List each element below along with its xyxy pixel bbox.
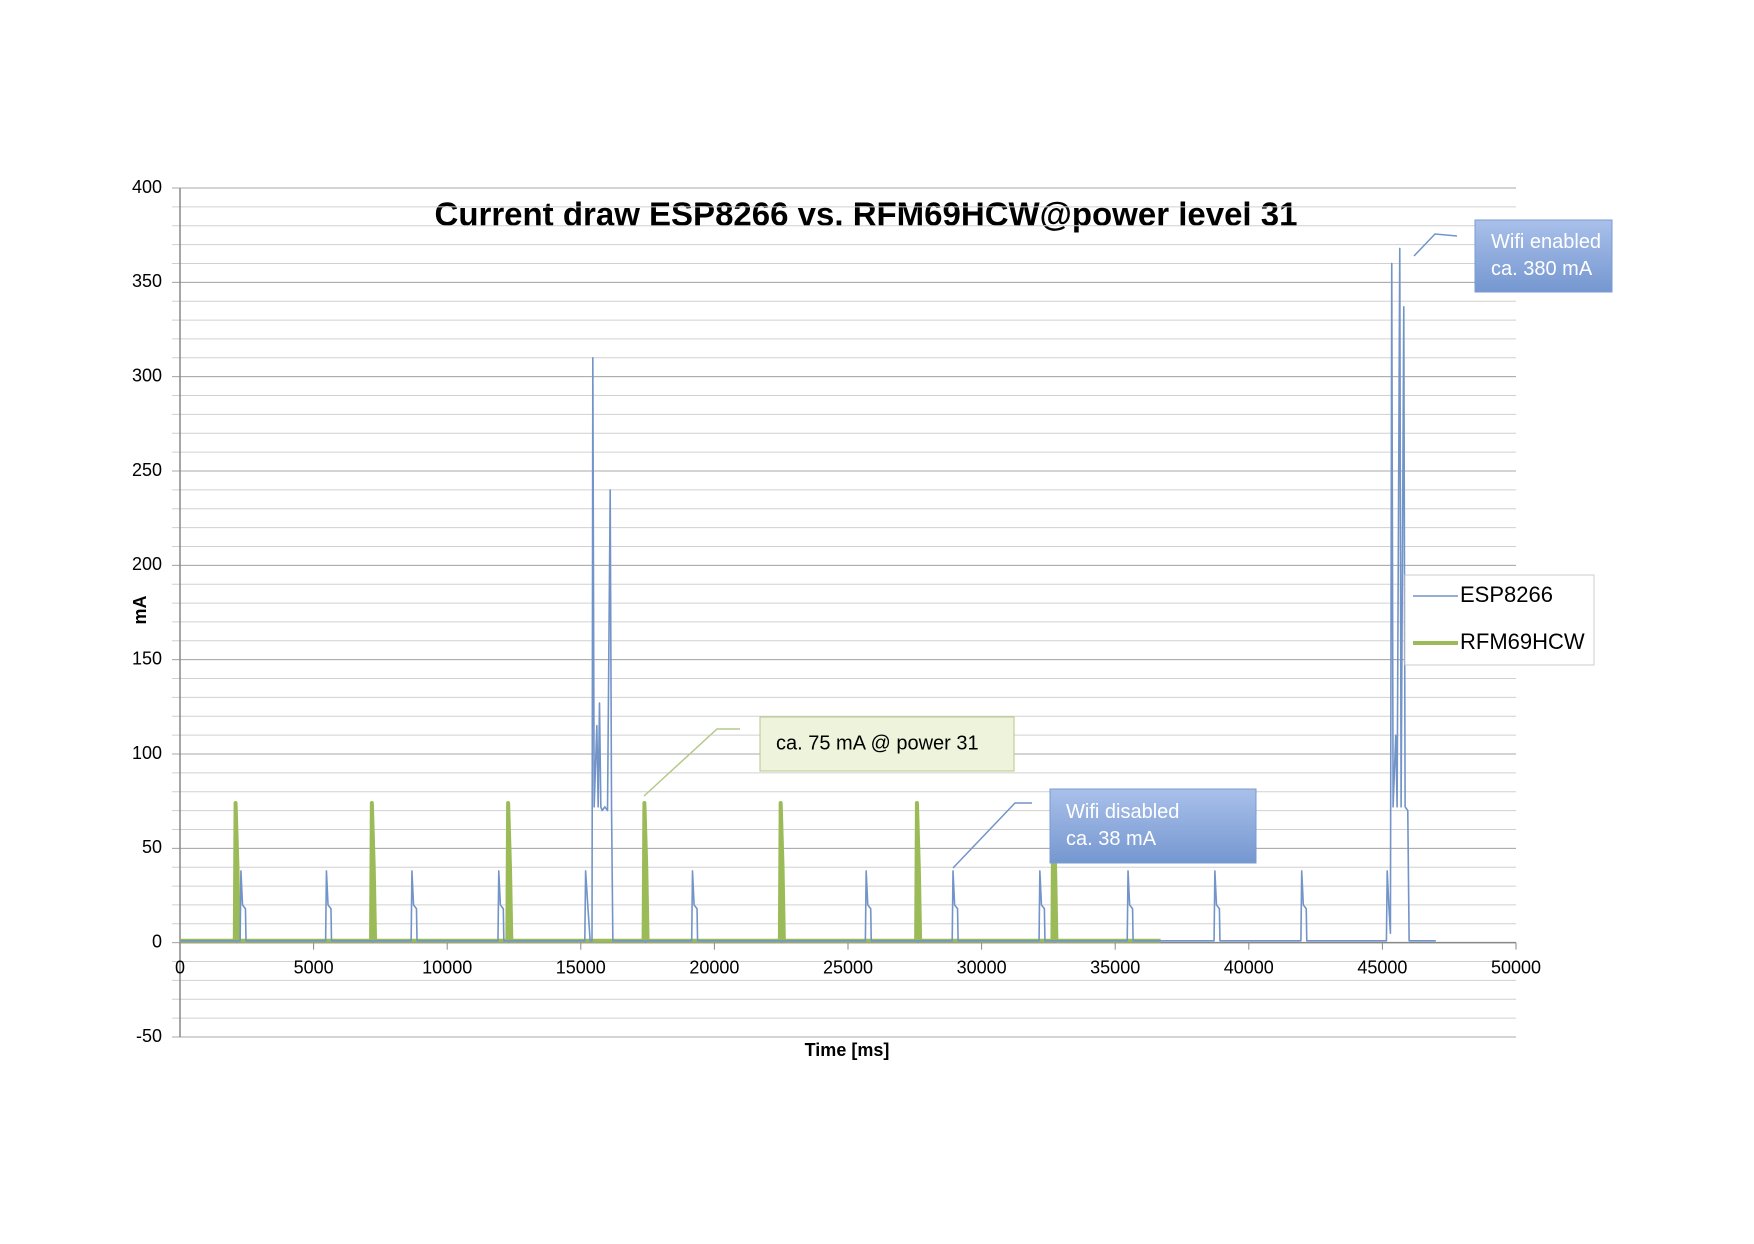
legend-label: RFM69HCW (1460, 629, 1585, 654)
x-tick-label: 10000 (422, 957, 472, 977)
annotation-leader (952, 802, 1032, 869)
annotation-box (759, 716, 1015, 772)
annotation-leader (643, 728, 740, 797)
y-tick-label: -50 (136, 1026, 162, 1046)
x-tick-label: 40000 (1224, 957, 1274, 977)
series-line (180, 247, 1436, 942)
x-tick-label: 45000 (1357, 957, 1407, 977)
annotation-text: ca. 38 mA (1066, 828, 1157, 850)
y-tick-label: 100 (132, 743, 162, 763)
annotation-text: ca. 380 mA (1491, 258, 1593, 280)
x-tick-label: 20000 (689, 957, 739, 977)
x-tick-label: 15000 (556, 957, 606, 977)
annotation-text: ca. 75 mA @ power 31 (776, 732, 979, 754)
legend-label: ESP8266 (1460, 582, 1553, 607)
y-tick-label: 0 (152, 931, 162, 951)
y-tick-label: 150 (132, 648, 162, 668)
annotation-leader (1413, 233, 1458, 257)
y-tick-label: 250 (132, 460, 162, 480)
legend: ESP8266 RFM69HCW (1404, 574, 1595, 666)
annotation-text: Wifi enabled (1491, 231, 1601, 253)
x-tick-label: 0 (175, 957, 185, 977)
annotation-box (1049, 788, 1257, 864)
x-tick-label: 50000 (1491, 957, 1541, 977)
y-tick-label: 350 (132, 271, 162, 291)
legend-box (1404, 574, 1595, 666)
annotation-text: Wifi disabled (1066, 801, 1179, 823)
x-tick-label: 25000 (823, 957, 873, 977)
chart-title: Current draw ESP8266 vs. RFM69HCW@power … (435, 196, 1298, 233)
x-axis-label: Time [ms] (805, 1040, 890, 1060)
y-tick-label: 300 (132, 365, 162, 385)
y-tick-label: 400 (132, 177, 162, 197)
x-tick-label: 35000 (1090, 957, 1140, 977)
x-tick-label: 30000 (957, 957, 1007, 977)
y-tick-label: 50 (142, 837, 162, 857)
y-axis-label: mA (130, 595, 150, 624)
x-tick-label: 5000 (294, 957, 334, 977)
annotation-box (1474, 219, 1613, 293)
y-tick-label: 200 (132, 554, 162, 574)
